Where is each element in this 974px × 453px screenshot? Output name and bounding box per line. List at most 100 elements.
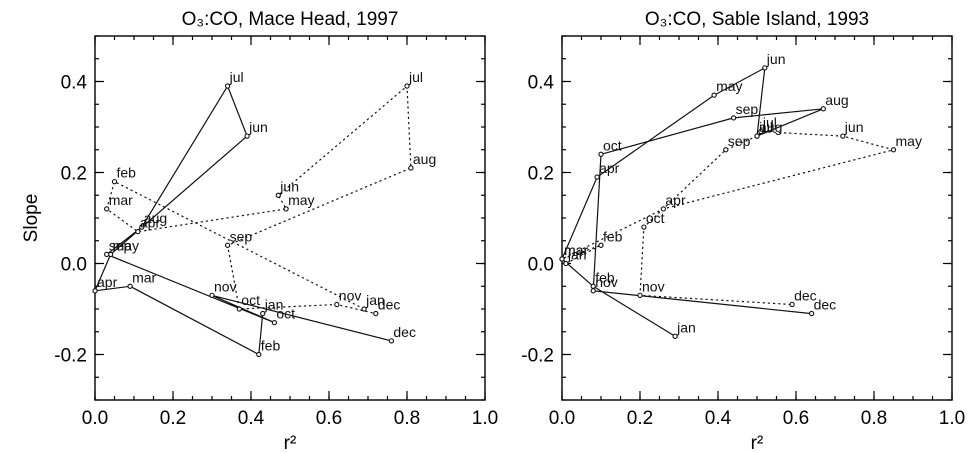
plot-frame bbox=[561, 35, 953, 401]
data-label-jul: jul bbox=[762, 115, 777, 131]
y-tick-label: 0.2 bbox=[528, 164, 554, 185]
data-label-oct: oct bbox=[276, 306, 295, 322]
data-point-jun bbox=[762, 65, 768, 71]
data-label-nov: nov bbox=[339, 287, 362, 303]
data-point-jan bbox=[672, 333, 678, 339]
data-label-dec: dec bbox=[393, 324, 416, 340]
y-tick-label: -0.2 bbox=[521, 346, 554, 367]
data-point-jun bbox=[275, 192, 281, 198]
data-point-may bbox=[890, 147, 897, 153]
x-axis-label: r² bbox=[284, 433, 297, 453]
data-point-jul bbox=[404, 83, 410, 89]
data-label-may: may bbox=[896, 133, 922, 149]
data-label-jan: jan bbox=[567, 247, 587, 263]
data-label-jan: jan bbox=[676, 319, 696, 335]
data-label-jun: jun bbox=[279, 178, 299, 194]
data-label-jun: jun bbox=[766, 51, 786, 67]
data-label-apr: apr bbox=[665, 192, 686, 208]
data-label-dec: dec bbox=[794, 287, 817, 303]
data-point-oct bbox=[271, 319, 278, 326]
chart-panel-sable-island: O₃:CO, Sable Island, 1993 0.0 0.2 0.4 0.6 0.8… bbox=[521, 9, 965, 453]
x-tick-label: 0.0 bbox=[82, 408, 108, 429]
data-point-apr bbox=[660, 206, 667, 212]
series-line-solid bbox=[94, 84, 392, 356]
data-point-apr bbox=[594, 174, 600, 180]
data-point-jul bbox=[758, 128, 764, 135]
data-point-sep bbox=[723, 147, 729, 153]
data-label-feb: feb bbox=[261, 338, 281, 354]
data-point-dec bbox=[789, 301, 795, 308]
data-point-jan bbox=[361, 306, 367, 312]
data-point-oct bbox=[236, 306, 242, 312]
data-point-sep bbox=[104, 251, 110, 258]
data-label-oct: oct bbox=[241, 292, 260, 308]
data-point-nov bbox=[590, 288, 596, 294]
data-label-aug: aug bbox=[759, 119, 782, 135]
data-point-aug bbox=[754, 133, 760, 139]
y-tick-label: 0.0 bbox=[61, 255, 87, 276]
data-label-may: may bbox=[113, 237, 139, 253]
data-label-jan: jan bbox=[365, 292, 385, 308]
data-label-jun: jun bbox=[844, 119, 864, 135]
x-tick-label: 0.2 bbox=[160, 408, 186, 429]
data-point-apr bbox=[135, 228, 141, 235]
data-point-dec bbox=[808, 310, 815, 317]
data-label-feb: feb bbox=[117, 165, 137, 181]
data-point-jan bbox=[563, 260, 569, 267]
data-label-nov: nov bbox=[214, 278, 237, 294]
data-label-sep: sep bbox=[230, 228, 253, 244]
data-label-jul: jul bbox=[229, 69, 244, 85]
x-tick-label: 0.6 bbox=[783, 408, 809, 429]
data-point-dec bbox=[388, 338, 395, 344]
data-point-feb bbox=[598, 242, 604, 248]
data-point-jul bbox=[224, 83, 231, 89]
series-line-solid bbox=[561, 66, 824, 337]
data-label-may: may bbox=[288, 192, 314, 208]
data-label-dec: dec bbox=[814, 297, 837, 313]
data-label-may: may bbox=[716, 78, 742, 94]
y-tick-label: -0.2 bbox=[54, 346, 87, 367]
data-label-mar: mar bbox=[564, 242, 588, 258]
data-label-feb: feb bbox=[595, 269, 615, 285]
chart-title: O₃:CO, Sable Island, 1993 bbox=[645, 9, 869, 30]
data-point-aug bbox=[139, 224, 145, 230]
x-tick-label: 0.0 bbox=[549, 408, 575, 429]
data-label-mar: mar bbox=[132, 269, 156, 285]
data-point-jun bbox=[840, 133, 846, 139]
data-point-oct bbox=[598, 151, 604, 157]
data-label-apr: apr bbox=[140, 215, 161, 231]
series-line-dotted bbox=[561, 130, 896, 306]
data-point-mar bbox=[559, 256, 565, 262]
data-label-mar: mar bbox=[109, 192, 133, 208]
data-label-oct: oct bbox=[646, 210, 665, 226]
data-label-oct: oct bbox=[603, 137, 622, 153]
y-tick-label: 0.4 bbox=[61, 73, 88, 94]
data-label-jul: jul bbox=[408, 69, 423, 85]
x-axis-label: r² bbox=[751, 433, 764, 453]
data-point-jan bbox=[260, 310, 266, 317]
y-tick-label: 0.2 bbox=[61, 164, 87, 185]
data-label-aug: aug bbox=[144, 210, 167, 226]
x-tick-label: 0.4 bbox=[238, 408, 265, 429]
data-point-nov bbox=[334, 301, 340, 308]
x-tick-label: 0.8 bbox=[861, 408, 887, 429]
data-point-sep bbox=[730, 115, 737, 121]
data-point-aug bbox=[820, 106, 826, 112]
data-point-jun bbox=[244, 133, 250, 139]
chart-title: O₃:CO, Mace Head, 1997 bbox=[182, 9, 399, 30]
data-point-sep bbox=[224, 242, 231, 248]
data-point-dec bbox=[373, 310, 379, 317]
data-label-sep: sep bbox=[109, 237, 132, 253]
data-label-feb: feb bbox=[603, 228, 623, 244]
data-point-mar bbox=[104, 206, 110, 212]
data-label-apr: apr bbox=[97, 274, 118, 290]
data-point-may bbox=[283, 206, 289, 212]
y-axis-label: Slope bbox=[21, 194, 42, 243]
data-point-nov bbox=[637, 292, 643, 298]
y-tick-label: 0.0 bbox=[528, 255, 554, 276]
data-label-sep: sep bbox=[736, 101, 759, 117]
x-tick-label: 0.8 bbox=[394, 408, 420, 429]
data-label-mar: mar bbox=[564, 242, 588, 258]
data-point-nov bbox=[209, 292, 215, 298]
